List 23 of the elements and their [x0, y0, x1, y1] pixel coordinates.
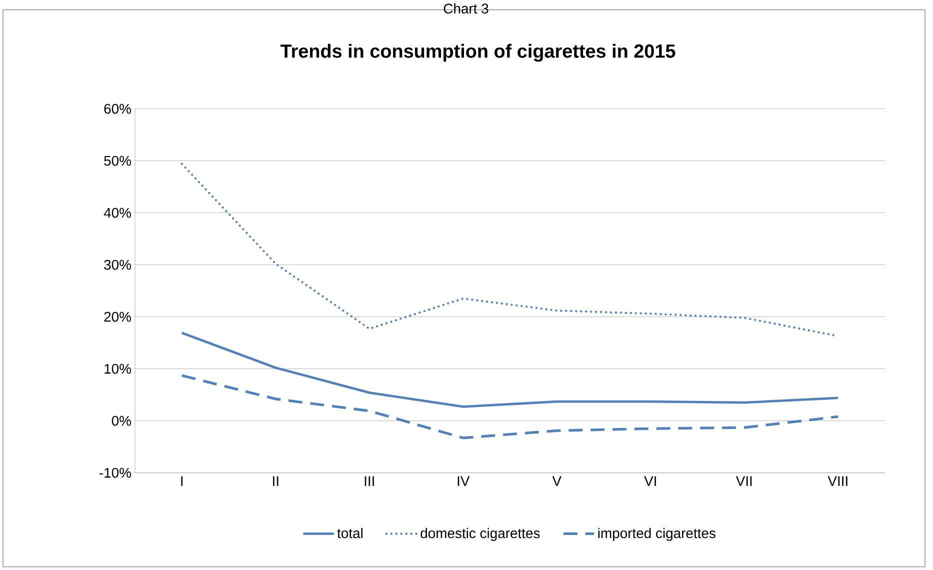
legend-label: domestic cigarettes: [420, 528, 540, 542]
x-tick-label: V: [552, 476, 562, 486]
x-tick-label: VIII: [828, 476, 848, 486]
x-tick-label: IV: [458, 476, 470, 486]
chart-title: Trends in consumption of cigarettes in 2015: [280, 44, 676, 62]
y-tick-label: 50%: [104, 156, 131, 166]
x-tick-label: II: [273, 476, 278, 486]
x-tick-label: I: [181, 476, 183, 486]
legend-label: total: [337, 528, 362, 538]
line-series: [180, 374, 840, 440]
caption: Chart 3: [444, 3, 488, 14]
x-tick-label: VI: [644, 476, 656, 486]
x-tick-label: III: [364, 476, 374, 486]
y-tick-label: -10%: [100, 468, 131, 478]
line-series: [180, 332, 840, 408]
y-tick-label: 40%: [104, 208, 131, 218]
y-tick-label: 30%: [104, 260, 131, 270]
x-tick-label: VII: [736, 476, 752, 486]
y-tick-label: 0%: [112, 416, 131, 426]
y-tick-label: 10%: [104, 364, 131, 374]
legend-label: imported cigarettes: [598, 528, 716, 542]
y-tick-label: 60%: [104, 104, 131, 114]
y-tick-label: 20%: [104, 312, 131, 322]
